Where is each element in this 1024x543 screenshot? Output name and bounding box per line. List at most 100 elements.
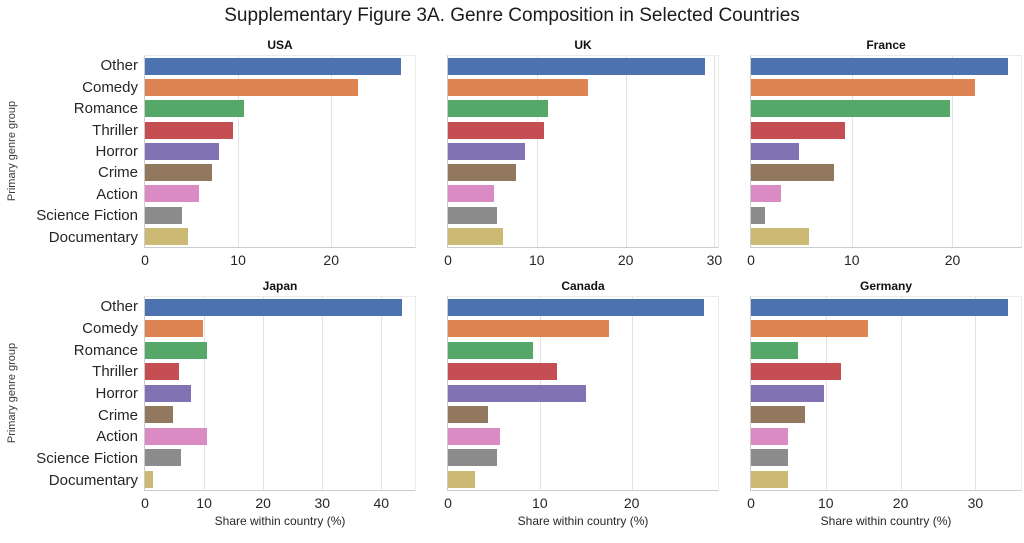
category-label-action: Action	[96, 185, 138, 203]
bar-germany-documentary	[751, 470, 788, 488]
subplot-title-japan: Japan	[262, 279, 298, 293]
x-tick-label: 0	[444, 495, 452, 511]
chart-germany: Germany 0 10 20 30 Share within country (%)	[747, 279, 1022, 528]
x-tick-label: 30	[314, 495, 331, 511]
bar-france-documentary	[751, 227, 810, 245]
category-label-thriller: Thriller	[92, 363, 138, 381]
gridline	[322, 297, 324, 490]
bar-canada-comedy	[448, 320, 609, 338]
category-label-science-fiction: Science Fiction	[36, 450, 138, 468]
bar-japan-documentary	[145, 470, 154, 488]
x-axis-title-germany: Share within country (%)	[820, 514, 952, 528]
bar-uk-romance	[448, 100, 549, 118]
gridline	[952, 56, 954, 247]
x-tick-label: 40	[373, 495, 390, 511]
gridline	[625, 56, 627, 247]
bar-usa-thriller	[145, 121, 233, 139]
bar-france-comedy	[751, 79, 975, 97]
bar-germany-horror	[751, 384, 824, 402]
bar-canada-other	[448, 299, 705, 316]
x-tick-label: 0	[444, 252, 452, 268]
bar-uk-other	[448, 58, 705, 75]
subplot-title-uk: UK	[574, 38, 592, 52]
bar-canada-documentary	[448, 470, 475, 488]
gridline	[631, 297, 633, 490]
chart-uk: UK 0 10 20 30	[444, 38, 722, 268]
bar-germany-action	[751, 427, 788, 445]
bar-uk-documentary	[448, 227, 504, 245]
gridline	[825, 297, 827, 490]
category-label-science-fiction: Science Fiction	[36, 207, 138, 225]
bar-uk-comedy	[448, 79, 589, 97]
bar-france-other	[751, 58, 1008, 75]
category-label-thriller: Thriller	[92, 121, 138, 139]
bar-usa-other	[145, 58, 402, 75]
plot-area-japan: 0 10 20 30 40	[141, 296, 416, 511]
bar-canada-action	[448, 427, 501, 445]
gridline	[714, 56, 716, 247]
bar-uk-action	[448, 185, 495, 203]
bar-usa-action	[145, 185, 199, 203]
subplot-title-canada: Canada	[561, 279, 605, 293]
gridline	[536, 56, 538, 247]
category-label-comedy: Comedy	[82, 78, 138, 96]
bar-japan-science-fiction	[145, 449, 182, 467]
bar-canada-science-fiction	[448, 449, 497, 467]
bar-usa-comedy	[145, 79, 359, 97]
bar-japan-action	[145, 427, 208, 445]
category-label-comedy: Comedy	[82, 320, 138, 337]
bar-canada-horror	[448, 384, 586, 402]
plot-area-usa: 0 10 20	[141, 55, 416, 268]
x-tick-label: 0	[747, 495, 755, 511]
bar-japan-horror	[145, 384, 192, 402]
gridline	[331, 56, 333, 247]
bar-germany-romance	[751, 341, 799, 359]
bar-japan-crime	[145, 406, 173, 424]
bar-germany-thriller	[751, 363, 841, 381]
category-label-other: Other	[100, 298, 138, 316]
bar-uk-science-fiction	[448, 206, 497, 224]
x-tick-label: 30	[706, 252, 723, 268]
chart-japan: Japan 0 10 20 30 40 Share within country (%)	[141, 279, 416, 528]
y-category-labels-row2: Other Comedy Romance Thriller Horror Crime Act…	[0, 296, 138, 491]
x-axis-title-japan: Share within country (%)	[214, 514, 346, 528]
plot-area-uk: 0 10 20 30	[444, 55, 722, 268]
x-tick-label: 10	[196, 495, 212, 511]
bar-japan-other	[145, 299, 402, 316]
x-tick-label: 10	[532, 495, 548, 511]
chart-usa: USA 0 10 20	[141, 38, 416, 268]
x-tick-label: 20	[255, 495, 271, 511]
gridline	[204, 297, 206, 490]
bar-france-romance	[751, 100, 951, 118]
subplot-title-france: France	[866, 38, 906, 52]
bar-usa-science-fiction	[145, 206, 183, 224]
gridline	[851, 56, 853, 247]
bar-usa-crime	[145, 164, 213, 182]
x-axis-title-canada: Share within country (%)	[517, 514, 649, 528]
category-label-crime: Crime	[98, 164, 138, 182]
bar-usa-horror	[145, 142, 220, 160]
y-category-labels-row1: Other Comedy Romance Thriller Horror Crime Act…	[0, 55, 138, 248]
x-tick-label: 20	[617, 252, 634, 268]
subplot-title-germany: Germany	[859, 279, 913, 293]
plot-area-germany: 0 10 20 30	[747, 296, 1022, 511]
x-tick-label: 10	[843, 252, 860, 268]
x-tick-label: 10	[817, 495, 834, 511]
chart-canada: Canada 0 10 20 Share within country (%)	[444, 279, 719, 528]
bar-usa-romance	[145, 100, 244, 118]
x-tick-label: 20	[944, 252, 961, 268]
category-label-documentary: Documentary	[48, 471, 138, 489]
x-tick-label: 0	[141, 252, 149, 268]
bar-uk-horror	[448, 142, 526, 160]
x-tick-label: 0	[747, 252, 755, 268]
bar-japan-romance	[145, 341, 208, 359]
bar-canada-thriller	[448, 363, 558, 381]
bar-canada-crime	[448, 406, 489, 424]
x-tick-label: 10	[230, 252, 246, 268]
bar-usa-documentary	[145, 227, 188, 245]
plot-area-france: 0 10 20	[747, 55, 1022, 268]
subplot-title-usa: USA	[267, 38, 293, 52]
x-tick-label: 20	[323, 252, 339, 268]
bar-france-horror	[751, 142, 800, 160]
